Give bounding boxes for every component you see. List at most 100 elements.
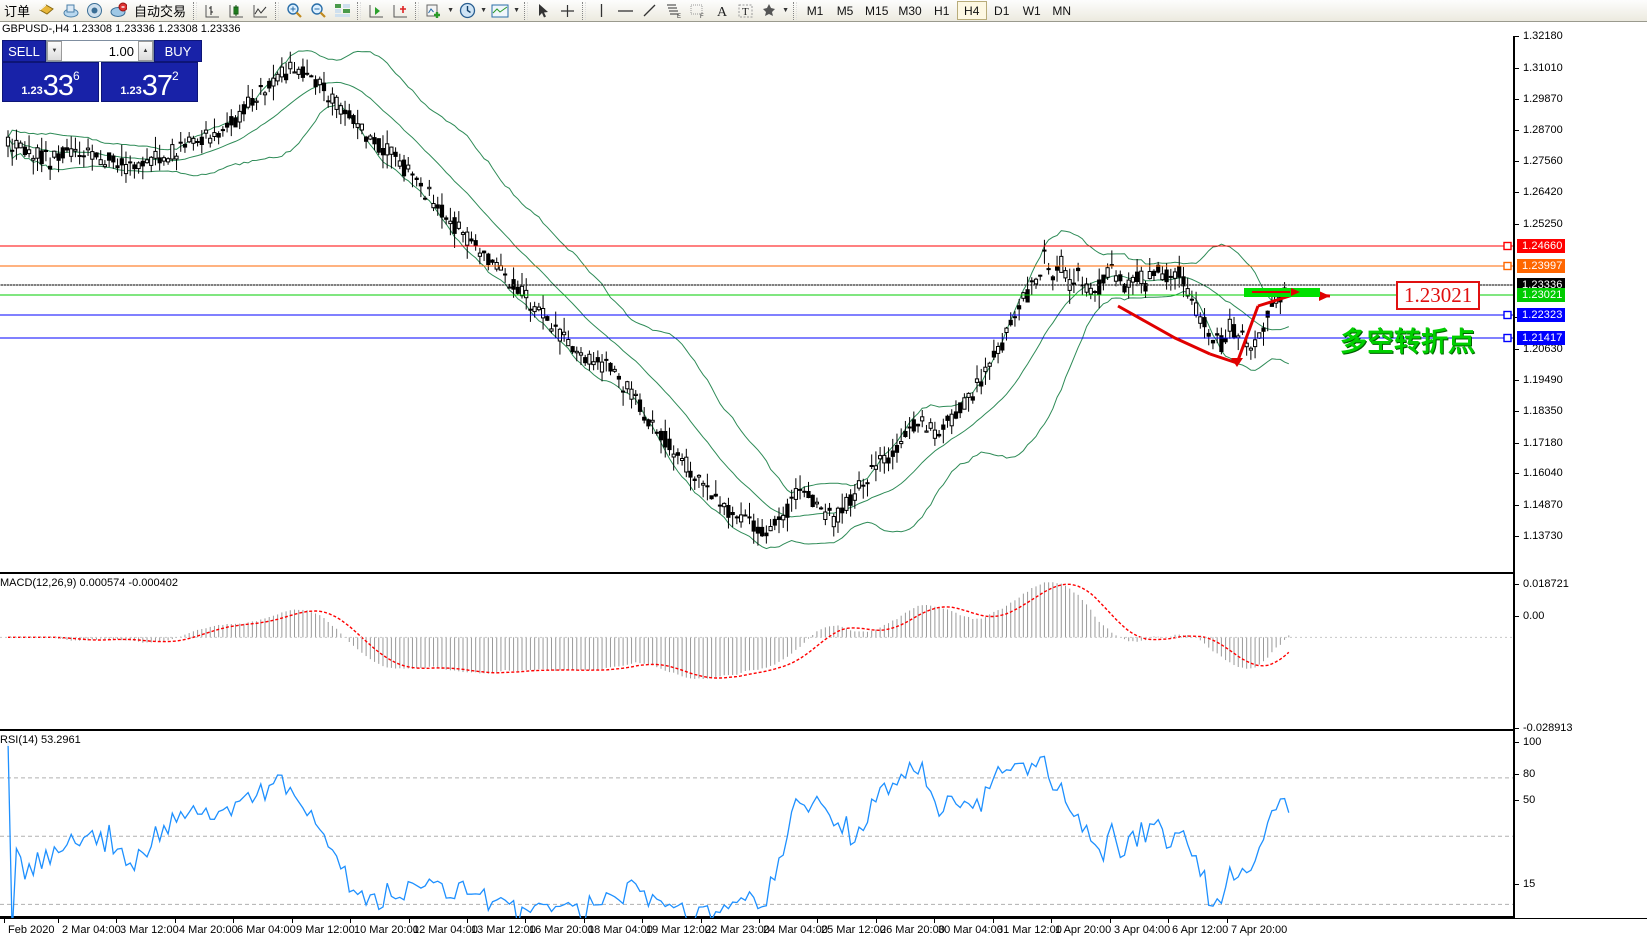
one-click-trading-panel[interactable]: SELL ▼ 1.00 ▲ BUY 1.23 33 6 1.23 37 2 bbox=[2, 40, 202, 102]
time-axis-label: 26 Mar 20:00 bbox=[880, 924, 945, 936]
autotrade-button[interactable]: 自动交易 bbox=[134, 4, 187, 19]
bar-chart-icon[interactable] bbox=[201, 1, 223, 21]
price-level-badge[interactable]: 1.24660 bbox=[1517, 239, 1566, 253]
line-chart-icon[interactable] bbox=[249, 1, 271, 21]
symbol-info-line: GBPUSD-,H4 1.23308 1.23336 1.23308 1.233… bbox=[2, 23, 241, 35]
time-axis-label: 9 Mar 12:00 bbox=[296, 924, 355, 936]
macd-pane[interactable]: MACD(12,26,9) 0.000574 -0.000402 bbox=[0, 576, 1513, 731]
macd-chart-svg bbox=[0, 582, 1513, 679]
rsi-tick: 100 bbox=[1515, 736, 1541, 748]
volume-input[interactable]: 1.00 bbox=[108, 43, 134, 59]
fibonacci-icon[interactable]: E bbox=[662, 1, 684, 21]
tile-windows-icon[interactable] bbox=[331, 1, 353, 21]
shift-end-icon[interactable] bbox=[365, 1, 387, 21]
time-tick bbox=[350, 919, 351, 923]
macd-label: MACD(12,26,9) 0.000574 -0.000402 bbox=[0, 577, 178, 589]
horizontal-line-icon[interactable] bbox=[614, 1, 636, 21]
time-axis-label: 18 Mar 04:00 bbox=[588, 924, 653, 936]
toolbar-separator bbox=[582, 1, 587, 20]
time-tick bbox=[584, 919, 585, 923]
period-icon[interactable] bbox=[456, 1, 478, 21]
price-tick: 1.27560 bbox=[1515, 155, 1563, 167]
timeframe-button-h1[interactable]: H1 bbox=[934, 3, 950, 18]
chinese-annotation: 多空转折点 bbox=[1340, 327, 1475, 358]
price-level-badge[interactable]: 1.22323 bbox=[1517, 308, 1566, 322]
time-axis-label: 13 Mar 12:00 bbox=[471, 924, 536, 936]
text-icon[interactable]: A bbox=[710, 1, 732, 21]
text-label-icon[interactable]: T bbox=[734, 1, 756, 21]
chevron-down-icon[interactable]: ▼ bbox=[480, 7, 487, 14]
price-scale[interactable]: 1.32180 1.31010 1.29870 1.28700 1.27560 1.264… bbox=[1513, 30, 1647, 918]
toolbar-separator bbox=[524, 1, 529, 20]
orders-button[interactable]: 订单 bbox=[4, 4, 31, 19]
time-axis-label: 31 Mar 12:00 bbox=[997, 924, 1062, 936]
price-tick: 1.16040 bbox=[1515, 467, 1563, 479]
timeframe-button-w1[interactable]: W1 bbox=[1022, 3, 1041, 18]
zoom-out-icon[interactable] bbox=[307, 1, 329, 21]
timeframe-group: M1 M5 M15 M30 H1 H4 D1 W1 MN bbox=[800, 1, 1077, 20]
timeframe-button-mn[interactable]: MN bbox=[1052, 3, 1072, 18]
cloud-icon[interactable] bbox=[59, 1, 81, 21]
candlestick-icon[interactable] bbox=[225, 1, 247, 21]
time-tick bbox=[467, 919, 468, 923]
chevron-down-icon[interactable]: ▼ bbox=[782, 7, 789, 14]
sell-price-display[interactable]: 1.23 33 6 bbox=[2, 62, 99, 102]
volume-stepper[interactable]: ▼ 1.00 ▲ bbox=[46, 40, 154, 62]
new-order-icon[interactable] bbox=[35, 1, 57, 21]
zoom-in-icon[interactable] bbox=[283, 1, 305, 21]
auto-scroll-icon[interactable] bbox=[389, 1, 411, 21]
timeframe-button-m15[interactable]: M15 bbox=[865, 3, 889, 18]
time-axis-label: 22 Mar 23:00 bbox=[705, 924, 770, 936]
timeframe-button-m1[interactable]: M1 bbox=[806, 3, 824, 18]
timeframe-button-m30[interactable]: M30 bbox=[898, 3, 922, 18]
buy-price-prefix: 1.23 bbox=[120, 85, 142, 97]
time-tick bbox=[817, 919, 818, 923]
macd-tick: 0.00 bbox=[1515, 610, 1544, 622]
templates-icon[interactable] bbox=[489, 1, 511, 21]
volume-decrease-icon[interactable]: ▼ bbox=[47, 41, 62, 61]
price-chart-svg bbox=[0, 50, 1513, 550]
crosshair-icon[interactable] bbox=[556, 1, 578, 21]
price-tick: 1.32180 bbox=[1515, 30, 1563, 42]
time-tick bbox=[409, 919, 410, 923]
timeframe-button-h4[interactable]: H4 bbox=[956, 1, 987, 20]
price-level-badge[interactable]: 1.21417 bbox=[1517, 331, 1566, 345]
price-tick: 1.28700 bbox=[1515, 124, 1563, 136]
time-axis-label: 3 Mar 12:00 bbox=[120, 924, 179, 936]
main-price-pane[interactable] bbox=[0, 36, 1513, 574]
shapes-icon[interactable] bbox=[758, 1, 780, 21]
timeframe-button-d1[interactable]: D1 bbox=[994, 3, 1010, 18]
channel-icon[interactable]: F bbox=[686, 1, 708, 21]
one-click-top-row: SELL ▼ 1.00 ▲ BUY bbox=[2, 40, 202, 62]
price-level-badge[interactable]: 1.23021 bbox=[1517, 288, 1566, 302]
rsi-tick: 80 bbox=[1515, 768, 1535, 780]
rsi-tick: 50 bbox=[1515, 794, 1535, 806]
time-tick bbox=[642, 919, 643, 923]
time-axis-label: 25 Mar 12:00 bbox=[821, 924, 886, 936]
price-tick: 1.29870 bbox=[1515, 93, 1563, 105]
time-axis-label: 6 Mar 04:00 bbox=[237, 924, 296, 936]
volume-increase-icon[interactable]: ▲ bbox=[138, 41, 153, 61]
add-indicator-icon[interactable] bbox=[423, 1, 445, 21]
timeframe-button-m5[interactable]: M5 bbox=[836, 3, 854, 18]
sell-button[interactable]: SELL bbox=[2, 40, 46, 62]
rsi-tick: 15 bbox=[1515, 878, 1535, 890]
price-level-badge[interactable]: 1.23997 bbox=[1517, 259, 1566, 273]
marketwatch-icon[interactable] bbox=[107, 1, 129, 21]
signals-icon[interactable] bbox=[83, 1, 105, 21]
cursor-icon[interactable] bbox=[532, 1, 554, 21]
time-tick bbox=[1051, 919, 1052, 923]
price-annotation-box: 1.23021 bbox=[1396, 281, 1481, 310]
macd-tick: -0.028913 bbox=[1515, 722, 1573, 734]
chevron-down-icon[interactable]: ▼ bbox=[513, 7, 520, 14]
time-tick bbox=[701, 919, 702, 923]
trendline-icon[interactable] bbox=[638, 1, 660, 21]
buy-price-display[interactable]: 1.23 37 2 bbox=[101, 62, 198, 102]
buy-button[interactable]: BUY bbox=[154, 40, 202, 62]
vertical-line-icon[interactable] bbox=[590, 1, 612, 21]
rsi-pane[interactable]: RSI(14) 53.2961 bbox=[0, 733, 1513, 918]
chevron-down-icon[interactable]: ▼ bbox=[447, 7, 454, 14]
svg-text:T: T bbox=[742, 6, 749, 18]
time-axis: Feb 2020 2 Mar 04:00 3 Mar 12:00 4 Mar 20:0… bbox=[0, 918, 1647, 943]
